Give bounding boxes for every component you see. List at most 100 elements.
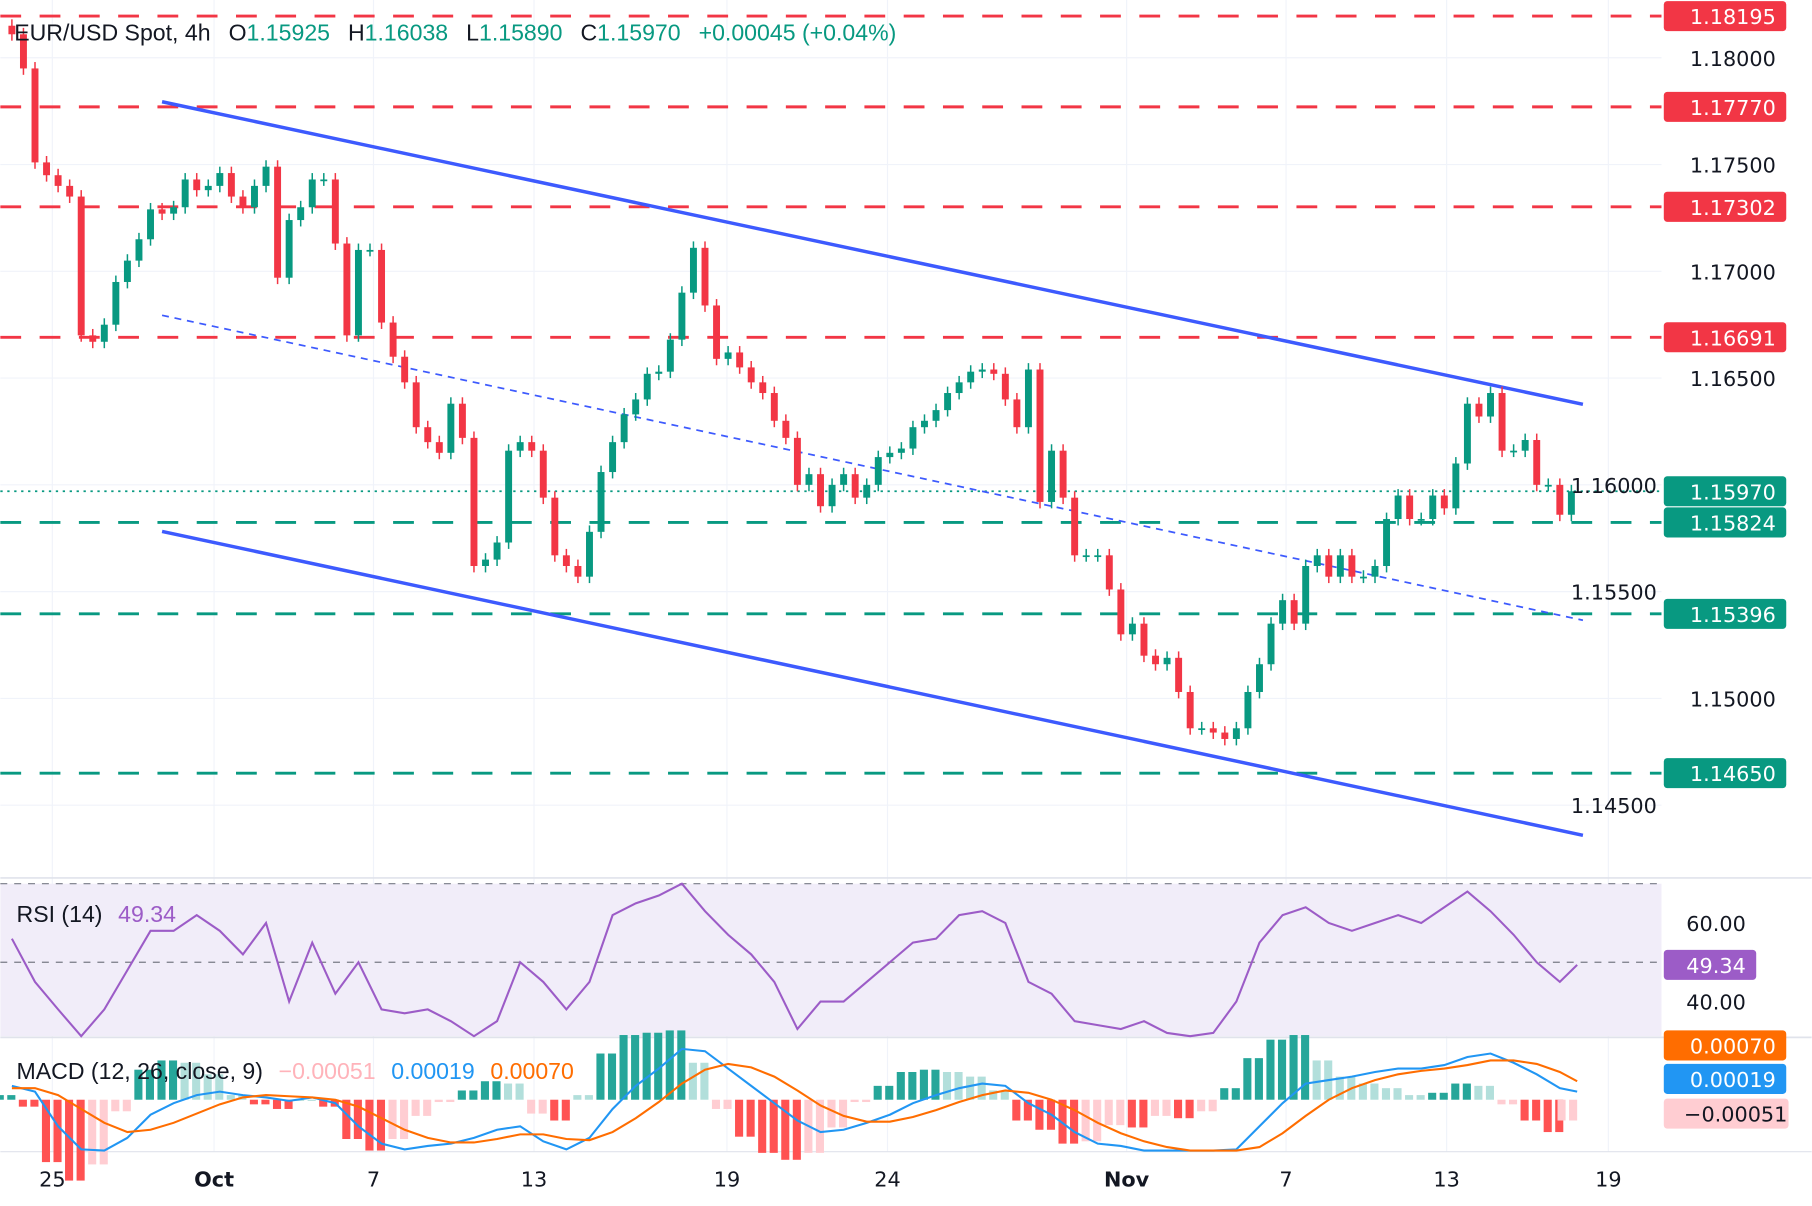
price-tick-label: 1.16000 bbox=[1571, 474, 1657, 498]
macd-histogram-bar bbox=[1197, 1099, 1206, 1112]
close-label: C bbox=[580, 19, 597, 45]
candle-down bbox=[528, 442, 536, 451]
macd-histogram-bar bbox=[977, 1076, 986, 1100]
price-tick-label: 1.17000 bbox=[1690, 260, 1776, 284]
macd-value-label: 0.00019 bbox=[1690, 1068, 1776, 1092]
candle-up bbox=[724, 352, 732, 359]
candle-up bbox=[632, 399, 640, 415]
signal-line bbox=[11, 1059, 1578, 1152]
candle-down bbox=[759, 382, 767, 394]
symbol-title: EUR/USD Spot, 4h bbox=[14, 19, 210, 45]
macd-histogram-bar bbox=[1174, 1099, 1183, 1119]
time-axis[interactable]: 25 Oct 7 13 19 24 Nov 7 13 19 bbox=[39, 1167, 1621, 1191]
macd-histogram-bar bbox=[1381, 1088, 1391, 1100]
rsi-panel-background bbox=[0, 883, 1662, 1037]
candle-up bbox=[1163, 657, 1171, 665]
candle-up bbox=[1452, 463, 1460, 509]
candle-up bbox=[447, 403, 455, 453]
macd-histogram-bar bbox=[319, 1099, 328, 1107]
candle-down bbox=[1013, 399, 1021, 428]
time-tick-label: 7 bbox=[367, 1167, 380, 1191]
candle-up bbox=[840, 474, 848, 485]
candle-down bbox=[817, 474, 824, 507]
macd-histogram-bar bbox=[1335, 1076, 1344, 1100]
open-label: O bbox=[229, 19, 247, 45]
macd-histogram-bar bbox=[18, 1099, 27, 1107]
support-level-label-bg bbox=[1663, 758, 1787, 789]
macd-value-label-bg bbox=[1663, 1030, 1787, 1061]
macd-histogram-bar bbox=[1416, 1095, 1425, 1100]
candle-up bbox=[609, 442, 617, 473]
macd-histogram-bar bbox=[1289, 1035, 1298, 1100]
macd-histogram-bar bbox=[850, 1099, 859, 1103]
candle-up bbox=[689, 247, 697, 293]
macd-histogram-bar bbox=[122, 1099, 131, 1112]
candle-up bbox=[285, 220, 293, 278]
rsi-line bbox=[10, 882, 1578, 1038]
macd-histogram-bar bbox=[353, 1099, 362, 1139]
macd-histogram-bar bbox=[1116, 1099, 1125, 1126]
candle-up bbox=[643, 373, 651, 400]
macd-histogram-bar bbox=[41, 1099, 51, 1163]
time-tick-label: 13 bbox=[521, 1167, 547, 1191]
candle-up bbox=[123, 260, 131, 282]
low-label: L bbox=[466, 19, 479, 45]
macd-histogram-bar bbox=[862, 1099, 871, 1103]
candle-down bbox=[378, 249, 386, 323]
macd-histogram-bar bbox=[504, 1083, 513, 1100]
channel-trendline-solid bbox=[161, 529, 1584, 837]
candle-up bbox=[863, 484, 871, 498]
candle-down bbox=[343, 243, 351, 336]
macd-histogram-bar bbox=[931, 1069, 940, 1100]
macd-histogram-bar bbox=[226, 1095, 235, 1100]
macd-histogram-bar bbox=[1208, 1099, 1217, 1112]
candle-down bbox=[1186, 691, 1194, 729]
candle-up bbox=[886, 452, 894, 458]
macd-histogram-bar bbox=[677, 1030, 686, 1100]
candle-down bbox=[1036, 369, 1044, 502]
candle-up bbox=[597, 472, 605, 532]
macd-histogram-bar bbox=[665, 1030, 674, 1100]
macd-histogram-bar bbox=[1231, 1088, 1240, 1100]
candle-down bbox=[458, 403, 466, 438]
macd-hist-value: −0.00051 bbox=[279, 1058, 376, 1084]
macd-histogram-bar bbox=[1497, 1099, 1506, 1105]
macd-histogram-bar bbox=[769, 1099, 778, 1153]
candle-down bbox=[1406, 495, 1414, 520]
macd-histogram-bar bbox=[492, 1081, 501, 1100]
candle-down bbox=[19, 34, 27, 69]
candle-up bbox=[297, 207, 305, 221]
macd-histogram-bar bbox=[134, 1069, 143, 1100]
support-level-label: 1.15396 bbox=[1690, 603, 1776, 627]
macd-histogram-bar bbox=[942, 1072, 952, 1100]
macd-histogram-bar bbox=[688, 1062, 697, 1100]
rsi-legend: RSI (14) 49.34 bbox=[17, 901, 177, 927]
candle-up bbox=[1256, 664, 1263, 692]
macd-indicator bbox=[0, 1030, 1578, 1181]
candle-up bbox=[1313, 555, 1321, 566]
support-level-label: 1.14650 bbox=[1690, 762, 1776, 786]
macd-value-label: −0.00051 bbox=[1684, 1103, 1787, 1127]
candle-up bbox=[1359, 576, 1367, 579]
candle-up bbox=[620, 414, 628, 443]
candle-up bbox=[112, 281, 120, 325]
macd-value-label-bg bbox=[1663, 1098, 1789, 1129]
macd-histogram-bar bbox=[885, 1085, 894, 1100]
resistance-level-label-bg bbox=[1663, 322, 1787, 353]
macd-histogram-bar bbox=[1254, 1058, 1263, 1100]
candle-up bbox=[828, 484, 836, 507]
high-value: 1.16038 bbox=[365, 19, 448, 45]
candle-down bbox=[158, 209, 166, 214]
time-tick-label: 25 bbox=[39, 1167, 65, 1191]
macd-histogram-bar bbox=[0, 1095, 4, 1100]
channel-trendline-dashed bbox=[161, 314, 1584, 622]
candle-up bbox=[516, 442, 524, 451]
candle-down bbox=[574, 565, 582, 577]
macd-histogram-bar bbox=[619, 1035, 628, 1100]
macd-histogram-bar bbox=[1557, 1099, 1566, 1121]
price-tick-label: 1.15000 bbox=[1690, 687, 1776, 711]
price-axis[interactable]: 1.18000 1.17500 1.17000 1.16500 1.16000 1.155… bbox=[1571, 1, 1789, 1129]
candle-down bbox=[1059, 450, 1067, 498]
macd-histogram-bar bbox=[527, 1099, 536, 1114]
